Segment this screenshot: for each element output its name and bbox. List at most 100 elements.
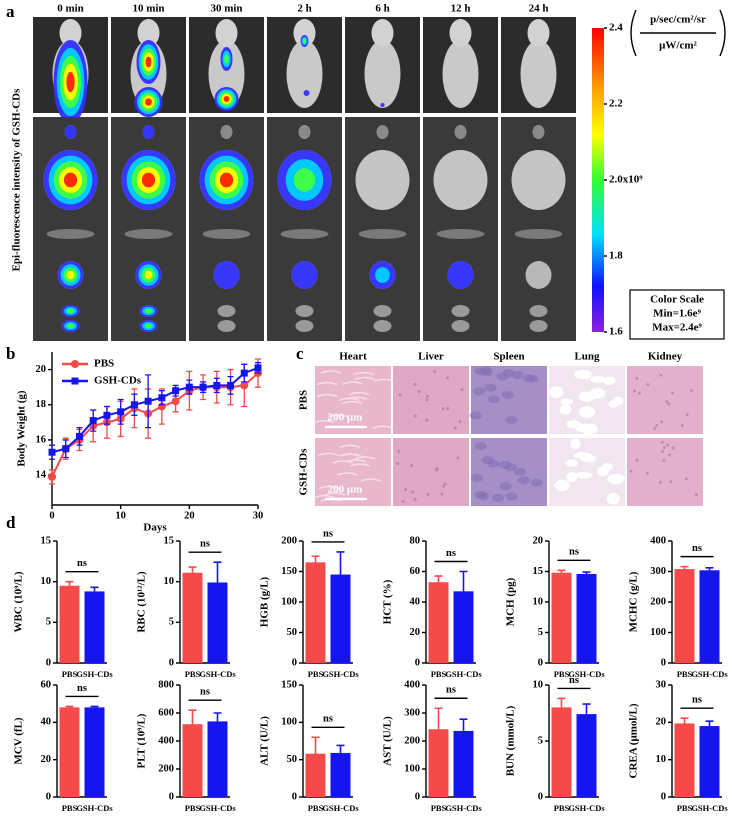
heat-spot <box>223 96 230 102</box>
bar <box>674 569 695 663</box>
texture <box>440 492 444 496</box>
marker <box>240 369 248 377</box>
y-tick-label: 400 <box>650 535 666 546</box>
annotation: ns <box>446 685 456 696</box>
error-bar <box>680 717 689 724</box>
marker <box>75 432 83 440</box>
texture <box>353 371 374 376</box>
marker <box>62 445 70 453</box>
annotation: ns <box>692 695 702 706</box>
y-tick-label: 400 <box>158 735 174 746</box>
texture <box>474 442 487 451</box>
texture <box>442 484 446 488</box>
timepoint-label: 2 h <box>297 3 311 15</box>
organ <box>376 125 389 139</box>
organ <box>433 150 488 210</box>
y-axis-label: HGB (g/L) <box>259 576 271 627</box>
organ <box>436 229 485 239</box>
organ <box>532 125 545 139</box>
error-bar <box>188 709 197 725</box>
texture <box>373 378 395 383</box>
bar <box>330 752 351 797</box>
y-tick-label: 10 <box>41 576 52 587</box>
y-tick-label: 200 <box>650 596 666 607</box>
mouse-body <box>286 40 323 108</box>
texture <box>410 464 414 468</box>
error-bar <box>65 580 74 586</box>
texture <box>629 469 633 473</box>
colorbar-tick-label: 1.6 <box>609 326 623 338</box>
y-tick-label: 80 <box>410 535 421 546</box>
y-axis-label: CREA (μmol/L) <box>628 703 640 778</box>
texture <box>426 492 430 496</box>
panel-label: b <box>6 344 15 363</box>
texture <box>662 446 666 450</box>
y-tick-label: 800 <box>158 679 174 690</box>
texture <box>354 376 375 381</box>
texture <box>348 391 370 396</box>
y-axis-label: MCH (pg) <box>505 577 517 626</box>
texture <box>694 492 698 496</box>
bar <box>453 730 474 797</box>
texture <box>501 390 514 399</box>
error-bar <box>311 736 320 754</box>
organ <box>280 229 329 239</box>
bar <box>182 724 203 797</box>
texture <box>480 366 493 375</box>
texture <box>511 371 524 380</box>
annotation: ns <box>569 675 579 686</box>
heat-spot <box>144 308 153 314</box>
legend-label: GSH-CDs <box>94 375 142 387</box>
error-bar <box>582 703 591 715</box>
x-tick-label: GSH-CDs <box>322 803 359 813</box>
texture <box>658 480 662 484</box>
y-axis-label: WBC (10⁹/L) <box>13 571 25 632</box>
organ <box>217 320 236 332</box>
organ <box>373 305 392 317</box>
error-bar <box>557 569 566 573</box>
group-label: GSH-CDs <box>298 448 310 496</box>
heat-spot <box>380 103 385 107</box>
organ <box>124 229 173 239</box>
error-bar <box>311 555 320 563</box>
x-tick-label: PBS <box>431 803 447 813</box>
y-tick-label: 0 <box>538 791 543 802</box>
error-bar <box>213 712 222 722</box>
bar <box>699 570 720 663</box>
x-tick-label: GSH-CDs <box>322 669 359 679</box>
scale-bar-label: 200 μm <box>328 412 363 424</box>
texture <box>660 449 664 453</box>
texture <box>458 420 462 424</box>
y-axis-label: MCHC (g/L) <box>628 571 640 632</box>
mouse-head <box>137 19 160 47</box>
texture <box>488 395 501 404</box>
legend-label: PBS <box>94 358 114 370</box>
y-tick-label: 10 <box>533 596 544 607</box>
texture <box>456 456 460 460</box>
y-axis-label: ALT (U/L) <box>259 716 271 766</box>
x-tick-label: PBS <box>62 803 78 813</box>
x-tick-label: PBS <box>308 803 324 813</box>
texture <box>680 423 684 427</box>
marker <box>71 377 79 385</box>
texture <box>404 488 408 492</box>
error-bar <box>705 720 714 727</box>
mouse-body <box>442 40 479 108</box>
error-bar <box>434 575 443 583</box>
texture <box>411 490 415 494</box>
y-tick-label: 5 <box>169 617 174 628</box>
annotation: ns <box>77 683 87 694</box>
texture <box>505 492 518 501</box>
color-scale-box <box>629 289 725 340</box>
colorbar-tick-label: 2.2 <box>609 98 623 110</box>
texture <box>566 420 582 429</box>
texture <box>522 374 535 383</box>
texture <box>608 400 620 408</box>
histology-image <box>393 366 469 434</box>
texture <box>669 480 673 484</box>
y-tick-label: 18 <box>36 399 47 410</box>
x-tick-label: GSH-CDs <box>199 803 236 813</box>
y-tick-label: 14 <box>36 470 47 481</box>
